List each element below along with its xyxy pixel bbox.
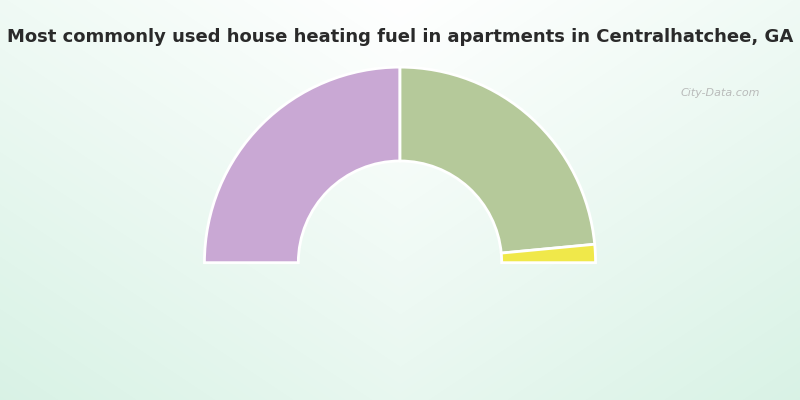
Text: City-Data.com: City-Data.com bbox=[681, 88, 760, 98]
Wedge shape bbox=[400, 67, 594, 253]
Wedge shape bbox=[205, 67, 400, 263]
Wedge shape bbox=[502, 244, 595, 263]
Text: Most commonly used house heating fuel in apartments in Centralhatchee, GA: Most commonly used house heating fuel in… bbox=[7, 28, 793, 46]
